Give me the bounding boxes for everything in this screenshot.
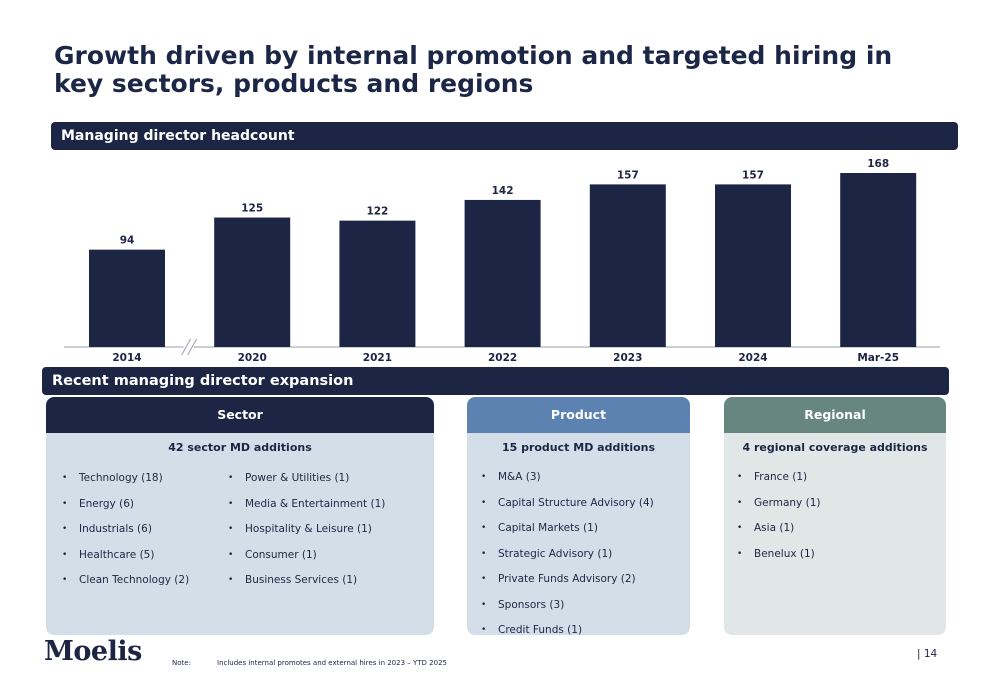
list-item: Capital Structure Advisory (4) <box>481 496 690 522</box>
list-item: Hospitality & Leisure (1) <box>228 522 428 548</box>
data-label-2024: 157 <box>742 169 764 181</box>
chart-svg: 94 2014 125 2020 122 2021 142 2022 157 2023 157 202… <box>64 158 940 364</box>
list-item: Germany (1) <box>737 496 946 522</box>
tick-label-2022: 2022 <box>488 352 517 364</box>
data-label-2014: 94 <box>120 235 135 247</box>
list-item: Capital Markets (1) <box>481 521 690 547</box>
regional-card: Regional 4 regional coverage additions F… <box>724 397 946 635</box>
regional-card-subtitle: 4 regional coverage additions <box>742 441 928 454</box>
tick-label-2024: 2024 <box>738 352 767 364</box>
tick-label-2021: 2021 <box>363 352 392 364</box>
list-item: Credit Funds (1) <box>481 623 690 635</box>
data-label-2020: 125 <box>241 203 263 215</box>
axis-break-gap <box>183 344 194 350</box>
axis-break-mark <box>187 338 198 356</box>
regional-card-header: Regional <box>724 397 946 433</box>
sector-card-header: Sector <box>46 397 434 433</box>
list-item: Benelux (1) <box>737 547 946 573</box>
tick-label-2023: 2023 <box>613 352 642 364</box>
product-card-subtitle: 15 product MD additions <box>501 441 656 454</box>
list-item: Healthcare (5) <box>62 548 228 574</box>
list-item: Sponsors (3) <box>481 598 690 624</box>
expansion-section-header: Recent managing director expansion <box>42 367 949 395</box>
bar-2024 <box>715 184 791 347</box>
list-item: Asia (1) <box>737 521 946 547</box>
data-label-2023: 157 <box>617 169 639 181</box>
product-card-header: Product <box>467 397 690 433</box>
product-list: M&A (3) Capital Structure Advisory (4) C… <box>467 470 690 635</box>
data-label-Mar-25: 168 <box>867 158 889 170</box>
data-label-2021: 122 <box>366 206 388 218</box>
note-label: Note: <box>172 659 191 667</box>
product-card: Product 15 product MD additions M&A (3) … <box>467 397 690 635</box>
page-title: Growth driven by internal promotion and … <box>54 41 893 98</box>
tick-label-Mar-25: Mar-25 <box>857 352 899 364</box>
bar-2021 <box>339 220 416 347</box>
sector-list-left: Technology (18) Energy (6) Industrials (… <box>46 471 228 599</box>
sector-list-right: Power & Utilities (1) Media & Entertainm… <box>228 471 428 599</box>
bar-2022 <box>464 199 541 347</box>
bar-Mar-25 <box>840 173 917 347</box>
list-item: Private Funds Advisory (2) <box>481 572 690 598</box>
list-item: Technology (18) <box>62 471 228 497</box>
headcount-section-header: Managing director headcount <box>51 122 958 150</box>
list-item: Industrials (6) <box>62 522 228 548</box>
sector-card: Sector 42 sector MD additions Technology… <box>46 397 434 635</box>
list-item: Media & Entertainment (1) <box>228 497 428 523</box>
bar-2020 <box>214 217 291 347</box>
sector-card-subtitle: 42 sector MD additions <box>168 441 312 454</box>
bar-2014 <box>89 249 165 347</box>
list-item: Consumer (1) <box>228 548 428 574</box>
regional-list: France (1) Germany (1) Asia (1) Benelux … <box>724 470 946 572</box>
list-item: Energy (6) <box>62 497 228 523</box>
headcount-bar-chart: 94 2014 125 2020 122 2021 142 2022 157 2023 157 202… <box>0 150 1000 368</box>
list-item: M&A (3) <box>481 470 690 496</box>
list-item: Power & Utilities (1) <box>228 471 428 497</box>
tick-label-2020: 2020 <box>238 352 267 364</box>
data-label-2022: 142 <box>492 185 514 197</box>
list-item: France (1) <box>737 470 946 496</box>
list-item: Strategic Advisory (1) <box>481 547 690 573</box>
list-item: Clean Technology (2) <box>62 573 228 599</box>
list-item: Business Services (1) <box>228 573 428 599</box>
note-text: Includes internal promotes and external … <box>217 659 447 667</box>
page-number: | 14 <box>917 648 938 660</box>
bar-2023 <box>589 184 666 347</box>
moelis-logo: Moelis <box>44 636 142 667</box>
axis-break-mark <box>181 338 192 356</box>
tick-label-2014: 2014 <box>112 352 141 364</box>
